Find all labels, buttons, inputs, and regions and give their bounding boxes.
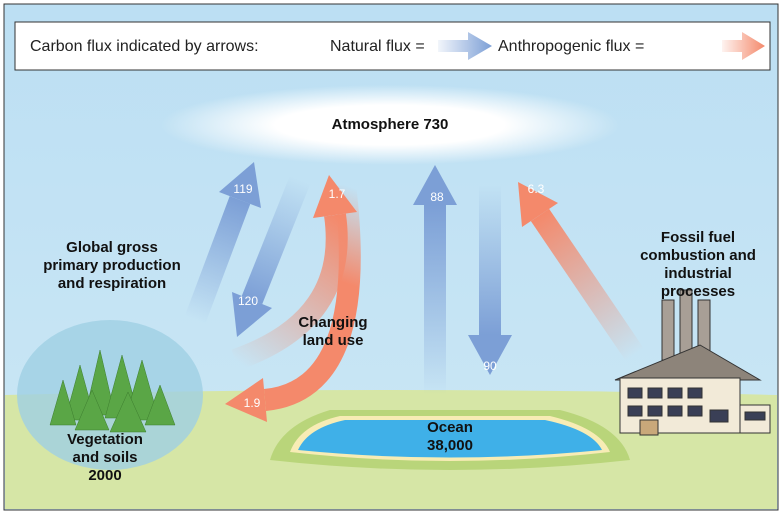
production-label: Global gross primary production and respir…: [43, 239, 181, 292]
text-line: Vegetation: [67, 431, 143, 448]
text-line: 2000: [88, 467, 121, 484]
text-line: Changing: [298, 314, 367, 331]
flux-label: 1.7: [329, 187, 346, 201]
text-line: industrial: [664, 265, 732, 282]
flux-arrows: [184, 162, 645, 422]
text-line: processes: [661, 283, 735, 300]
flux-label: 88: [430, 190, 444, 204]
trees: [49, 349, 176, 433]
fossil-label: Fossil fuel combustion and industrial proce…: [640, 229, 756, 300]
vegetation-label: Vegetation and soils 2000: [67, 431, 143, 484]
flux-label: 1.9: [244, 396, 261, 410]
ocean-water: [298, 420, 602, 458]
text-line: Fossil fuel: [661, 229, 735, 246]
atmosphere-label: Atmosphere 730: [332, 116, 449, 133]
legend-intro: Carbon flux indicated by arrows:: [30, 38, 259, 55]
text-line: primary production: [43, 257, 181, 274]
ocean-label: Ocean 38,000: [427, 419, 473, 454]
flux-label: 6.3: [528, 182, 545, 196]
text-line: combustion and: [640, 247, 756, 264]
legend-anthropogenic-arrow: [722, 32, 765, 60]
legend-box: [14, 21, 771, 71]
text-line: 38,000: [427, 437, 473, 454]
legend-natural: Natural flux =: [330, 38, 425, 55]
text-line: land use: [303, 332, 364, 349]
text-line: and soils: [72, 449, 137, 466]
land-use-label: Changing land use: [298, 314, 367, 349]
flux-label: 119: [233, 182, 252, 196]
flux-label: 120: [238, 294, 258, 308]
legend-anthropogenic: Anthropogenic flux =: [498, 38, 644, 55]
legend-natural-arrow: [438, 32, 492, 60]
text-line: and respiration: [58, 275, 166, 292]
text-line: Global gross: [66, 239, 158, 256]
flux-label: 90: [483, 359, 497, 373]
atmosphere-cloud: [160, 85, 620, 165]
text-line: Ocean: [427, 419, 473, 436]
factory: [614, 289, 771, 436]
